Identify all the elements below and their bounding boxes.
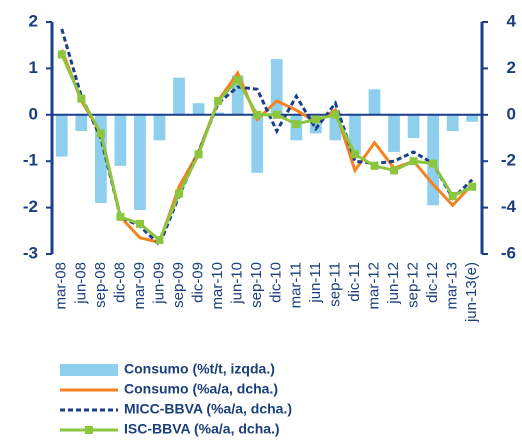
- bar: [270, 59, 283, 115]
- marker: [370, 161, 379, 170]
- x-tick-label: dic-10: [268, 262, 285, 303]
- y2-tick-label: 2: [507, 58, 516, 77]
- x-tick-label: mar-11: [287, 262, 304, 308]
- marker: [116, 212, 125, 221]
- x-tick-label: jun-13(e): [463, 262, 480, 323]
- bar: [310, 114, 322, 134]
- bar: [75, 114, 88, 132]
- y2-tick-label: -2: [501, 151, 516, 170]
- legend-swatch: [60, 364, 118, 376]
- bar: [95, 114, 107, 203]
- bar: [407, 114, 420, 138]
- bar: [349, 114, 361, 155]
- line: [60, 53, 473, 243]
- legend-label: MICC-BBVA (%a/a, dcha.): [124, 401, 292, 417]
- marker: [155, 236, 164, 245]
- x-tick-label: jun-09: [150, 262, 167, 305]
- y2-tick-label: -4: [501, 197, 517, 216]
- x-tick-label: sep-11: [326, 262, 343, 307]
- marker: [311, 115, 320, 124]
- y-tick-label: 0: [29, 104, 38, 123]
- y2-tick-label: -6: [501, 243, 516, 262]
- y-tick-label: -2: [23, 197, 38, 216]
- x-tick-label: dic-08: [111, 262, 128, 303]
- marker: [233, 76, 242, 84]
- y-tick-label: 2: [29, 11, 38, 30]
- x-tick-label: mar-08: [53, 262, 70, 310]
- legend-label: ISC-BBVA (%a/a, dcha.): [124, 421, 280, 437]
- bar: [466, 114, 479, 122]
- bar: [388, 114, 400, 152]
- legend-label: Consumo (%t/t, izqda.): [124, 361, 275, 377]
- x-tick-label: jun-10: [229, 262, 246, 305]
- bar: [153, 114, 166, 141]
- bar: [173, 77, 185, 115]
- x-tick-label: dic-09: [190, 262, 207, 303]
- x-tick-label: jun-08: [72, 262, 89, 305]
- x-tick-label: dic-11: [346, 262, 363, 302]
- marker: [272, 110, 281, 119]
- y2-tick-label: 4: [507, 11, 517, 30]
- marker: [175, 189, 184, 198]
- x-tick-label: sep-08: [92, 262, 109, 308]
- x-tick-label: jun-12: [385, 262, 402, 305]
- bar: [192, 103, 205, 115]
- marker: [96, 129, 105, 138]
- bar: [231, 75, 244, 115]
- x-tick-label: sep-12: [405, 262, 422, 308]
- bar: [114, 114, 127, 166]
- marker: [57, 50, 66, 59]
- marker: [194, 150, 203, 159]
- x-tick-label: dic-12: [424, 262, 441, 303]
- bar: [329, 114, 342, 141]
- bar: [446, 114, 459, 132]
- marker: [214, 96, 223, 105]
- legend-marker: [85, 426, 93, 434]
- marker: [468, 182, 477, 191]
- marker: [350, 150, 359, 159]
- marker: [390, 166, 399, 175]
- bar: [212, 112, 224, 115]
- y2-tick-label: 0: [507, 104, 516, 123]
- marker: [292, 120, 301, 129]
- marker: [253, 110, 262, 119]
- y-tick-label: -1: [23, 151, 38, 170]
- bar: [251, 114, 264, 173]
- marker: [448, 192, 457, 200]
- x-tick-label: mar-13: [444, 262, 461, 310]
- marker: [429, 159, 438, 168]
- marker: [77, 94, 86, 103]
- x-tick-label: sep-09: [170, 262, 187, 308]
- x-tick-label: mar-10: [209, 262, 226, 310]
- bar: [134, 114, 146, 210]
- y-tick-label: 1: [29, 58, 38, 77]
- x-tick-label: mar-09: [131, 262, 148, 310]
- bar: [55, 114, 68, 157]
- marker: [331, 110, 340, 119]
- marker: [409, 157, 418, 166]
- x-tick-label: mar-12: [365, 262, 382, 310]
- bar: [368, 89, 381, 115]
- legend-label: Consumo (%a/a, dcha.): [124, 381, 278, 397]
- x-tick-label: sep-10: [248, 262, 265, 308]
- y-tick-label: -3: [23, 243, 38, 262]
- x-tick-label: jun-11: [307, 262, 324, 304]
- marker: [135, 219, 144, 228]
